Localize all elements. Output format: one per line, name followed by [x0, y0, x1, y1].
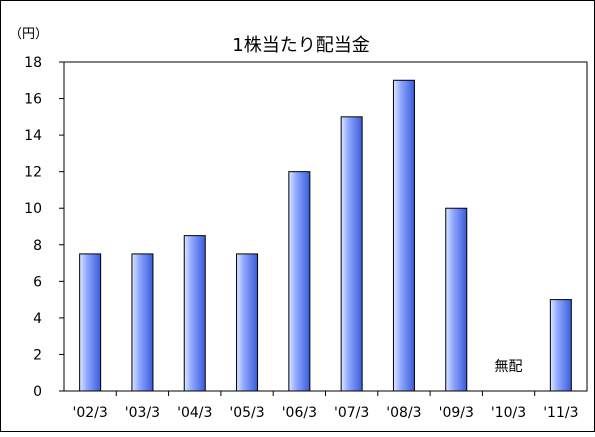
- bar: [340, 116, 363, 392]
- y-tick-label: 18: [24, 55, 42, 71]
- y-unit-label: （円）: [9, 27, 48, 42]
- x-tick-label: '11/3: [543, 405, 578, 421]
- bar: [392, 79, 415, 392]
- x-tick-label: '02/3: [73, 405, 108, 421]
- annotation-no-dividend: 無配: [495, 359, 523, 375]
- y-tick-label: 8: [33, 238, 42, 254]
- x-tick-label: '07/3: [334, 405, 369, 421]
- y-tick-label: 2: [33, 347, 42, 363]
- y-tick-label: 0: [33, 384, 42, 400]
- bar: [288, 171, 311, 392]
- x-tick-label: '04/3: [177, 405, 212, 421]
- x-tick-label: '06/3: [282, 405, 317, 421]
- y-tick-label: 14: [24, 128, 42, 144]
- bar: [79, 253, 102, 392]
- bar: [549, 299, 572, 392]
- bar: [445, 207, 468, 392]
- y-tick-label: 10: [24, 201, 42, 217]
- x-tick-label: '08/3: [386, 405, 421, 421]
- x-tick-label: '05/3: [229, 405, 264, 421]
- bar: [131, 253, 154, 392]
- x-tick-label: '09/3: [439, 405, 474, 421]
- y-tick-label: 12: [24, 165, 42, 181]
- y-tick-label: 6: [33, 274, 42, 290]
- x-tick-label: '03/3: [125, 405, 160, 421]
- chart-title: 1株当たり配当金: [232, 35, 369, 56]
- bar: [236, 253, 259, 392]
- bar: [183, 235, 206, 392]
- y-tick-label: 16: [24, 92, 42, 108]
- plot-area: 0 2 4 6 8 10 12 14 16 18 '02/3 '03/3 '04/3 '05/3 '06/3…: [24, 55, 588, 421]
- x-tick-label: '10/3: [491, 405, 526, 421]
- y-tick-label: 4: [33, 311, 42, 327]
